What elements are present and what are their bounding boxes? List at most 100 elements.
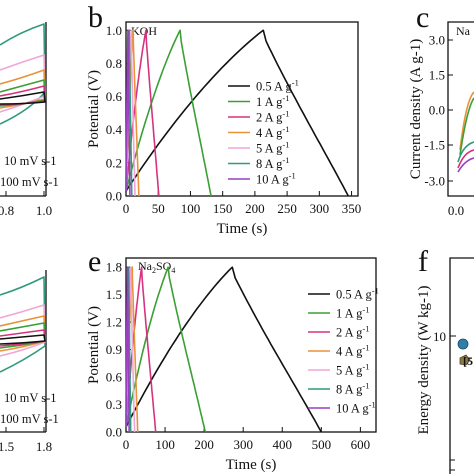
panel-f-scatter-point (459, 354, 471, 366)
panel-c-cv-curve (457, 149, 474, 169)
legend-label: 10 A g-1 (256, 171, 296, 187)
xtick-label: 600 (351, 437, 371, 452)
panel-a-top: 0.8 1.0 10 mV s-1 100 mV s-1 (0, 22, 59, 218)
panel-e-curves (125, 266, 322, 433)
xtick-label: 100 (181, 201, 201, 216)
panel-letter-e: e (88, 245, 101, 278)
panel-b-curves (125, 29, 350, 197)
xtick-label: 500 (312, 437, 332, 452)
ytick-label: 0.9 (106, 342, 122, 357)
legend-label: 8 A g-1 (256, 155, 290, 171)
legend-label: 5 A g-1 (336, 362, 370, 378)
panel-a-bottom-legend-100: 100 mV s-1 (0, 412, 59, 426)
panel-a-top-legend-10: 10 mV s-1 (4, 154, 57, 168)
xtick-label: 0 (123, 201, 130, 216)
gcd-curve-1-A-g-1 (125, 266, 207, 433)
gcd-curve-10-A-g-1 (125, 29, 131, 197)
ytick-label: 0.6 (106, 370, 123, 385)
ytick-label: 1.5 (106, 287, 122, 302)
panel-c-ytick-label: -3.0 (424, 174, 445, 189)
panel-a-top-xtick-label: 0.8 (0, 203, 14, 218)
panel-a-bottom: 1.5 1.8 10 mV s-1 100 mV s-1 (0, 270, 59, 454)
legend-label: 2 A g-1 (256, 109, 290, 125)
xtick-label: 50 (152, 201, 165, 216)
panel-c-ylabel: Current density (A g-1) (408, 39, 424, 179)
ytick-label: 0.0 (106, 425, 122, 440)
panel-c-xtick-label: 0.0 (448, 203, 464, 218)
panel-e-inset-label: Na2SO4 (138, 259, 175, 275)
panel-b: b KOH Potential (V) Time (s) 0 50 100 150 20… (86, 1, 361, 237)
legend-label: 1 A g-1 (256, 93, 290, 109)
panel-b-legend: 0.5 A g-11 A g-12 A g-14 A g-15 A g-18 A… (228, 78, 299, 187)
xtick-label: 100 (155, 437, 175, 452)
panel-b-xlabel: Time (s) (217, 221, 268, 237)
legend-label: 0.5 A g-1 (256, 78, 299, 94)
ytick-label: 1.8 (106, 260, 122, 275)
gcd-curve-0.5-A-g-1 (125, 266, 322, 433)
xtick-label: 0 (123, 437, 130, 452)
panel-c-ytick-label: 1.5 (429, 68, 445, 83)
panel-c-cv-curve (459, 97, 474, 156)
panel-a-bottom-cv-curve (0, 334, 46, 345)
panel-f-ylabel: Energy density (W kg-1) (416, 285, 432, 434)
legend-label: 2 A g-1 (336, 324, 370, 340)
panel-e: e Na2SO4 Potential (V) Time (s) 0 100 200 3… (86, 245, 379, 473)
xtick-label: 200 (245, 201, 265, 216)
legend-label: 8 A g-1 (336, 381, 370, 397)
panel-e-ylabel: Potential (V) (86, 306, 102, 384)
legend-label: 10 A g-1 (336, 400, 376, 416)
panel-e-xlabel: Time (s) (226, 457, 277, 473)
panel-b-inset-label: KOH (131, 24, 157, 38)
panel-a-bottom-xtick-label: 1.8 (36, 439, 52, 454)
panel-e-axes: 0 100 200 300 400 500 600 0.0 0.3 0.6 0.9 1.2 1.5 1.8 (106, 260, 370, 452)
ytick-label: 1.0 (106, 23, 122, 38)
xtick-label: 150 (213, 201, 233, 216)
ytick-label: 0.2 (106, 155, 122, 170)
panel-c: c Na Current density (A g-1) 3.0 1.5 0.0 -1… (408, 1, 474, 218)
panel-letter-b: b (88, 1, 103, 34)
ytick-label: 0.6 (106, 89, 123, 104)
panel-letter-c: c (416, 1, 429, 34)
panel-c-yticks: 3.0 1.5 0.0 -1.5 -3.0 (424, 33, 453, 189)
panel-c-ytick-label: 3.0 (429, 33, 445, 48)
ytick-label: 0.3 (106, 397, 122, 412)
panel-b-ylabel: Potential (V) (86, 70, 102, 148)
gcd-curve-10-A-g-1 (125, 266, 130, 432)
xtick-label: 300 (310, 201, 330, 216)
ytick-label: 0.0 (106, 189, 122, 204)
panel-f-scatter-point (457, 338, 469, 350)
panel-f-ytick-label: 10 (433, 329, 446, 344)
panel-c-ytick-label: 0.0 (429, 103, 445, 118)
legend-label: 0.5 A g-1 (336, 286, 379, 302)
legend-label: 1 A g-1 (336, 305, 370, 321)
panel-a-top-cv-curve (0, 91, 46, 105)
legend-label: 4 A g-1 (256, 124, 290, 140)
panel-letter-f: f (418, 245, 428, 278)
ytick-label: 0.8 (106, 56, 122, 71)
gcd-curve-1-A-g-1 (125, 29, 212, 197)
panel-a-bottom-xtick-label: 1.5 (0, 439, 14, 454)
xtick-label: 400 (273, 437, 293, 452)
xtick-label: 350 (342, 201, 362, 216)
panel-c-cv-curve (459, 91, 474, 151)
ytick-label: 0.4 (106, 122, 123, 137)
panel-c-ytick-label: -1.5 (424, 138, 445, 153)
panel-e-legend: 0.5 A g-1 1 A g-1 2 A g-1 4 A g-1 5 A g-1 8 A… (308, 286, 379, 416)
panel-a-top-xtick-label: 1.0 (36, 203, 52, 218)
panel-f-annotation: [5 (463, 354, 473, 368)
panel-c-inset-label: Na (456, 24, 471, 38)
xtick-label: 300 (233, 437, 253, 452)
panel-c-cv-curve (457, 141, 474, 163)
xtick-label: 250 (277, 201, 297, 216)
ytick-label: 1.2 (106, 315, 122, 330)
panel-f-frame (449, 257, 474, 474)
xtick-label: 200 (194, 437, 214, 452)
legend-label: 4 A g-1 (336, 343, 370, 359)
panel-c-frame (447, 21, 474, 197)
panel-b-axes: 0 50 100 150 200 250 300 350 0.0 0.2 0.4 0.6 0.8 1.0 (106, 23, 362, 216)
gcd-curve-2-A-g-1 (125, 266, 157, 433)
panel-a-top-legend-100: 100 mV s-1 (0, 175, 59, 189)
panel-f: f Energy density (W kg-1) 10 [5 (416, 245, 474, 474)
